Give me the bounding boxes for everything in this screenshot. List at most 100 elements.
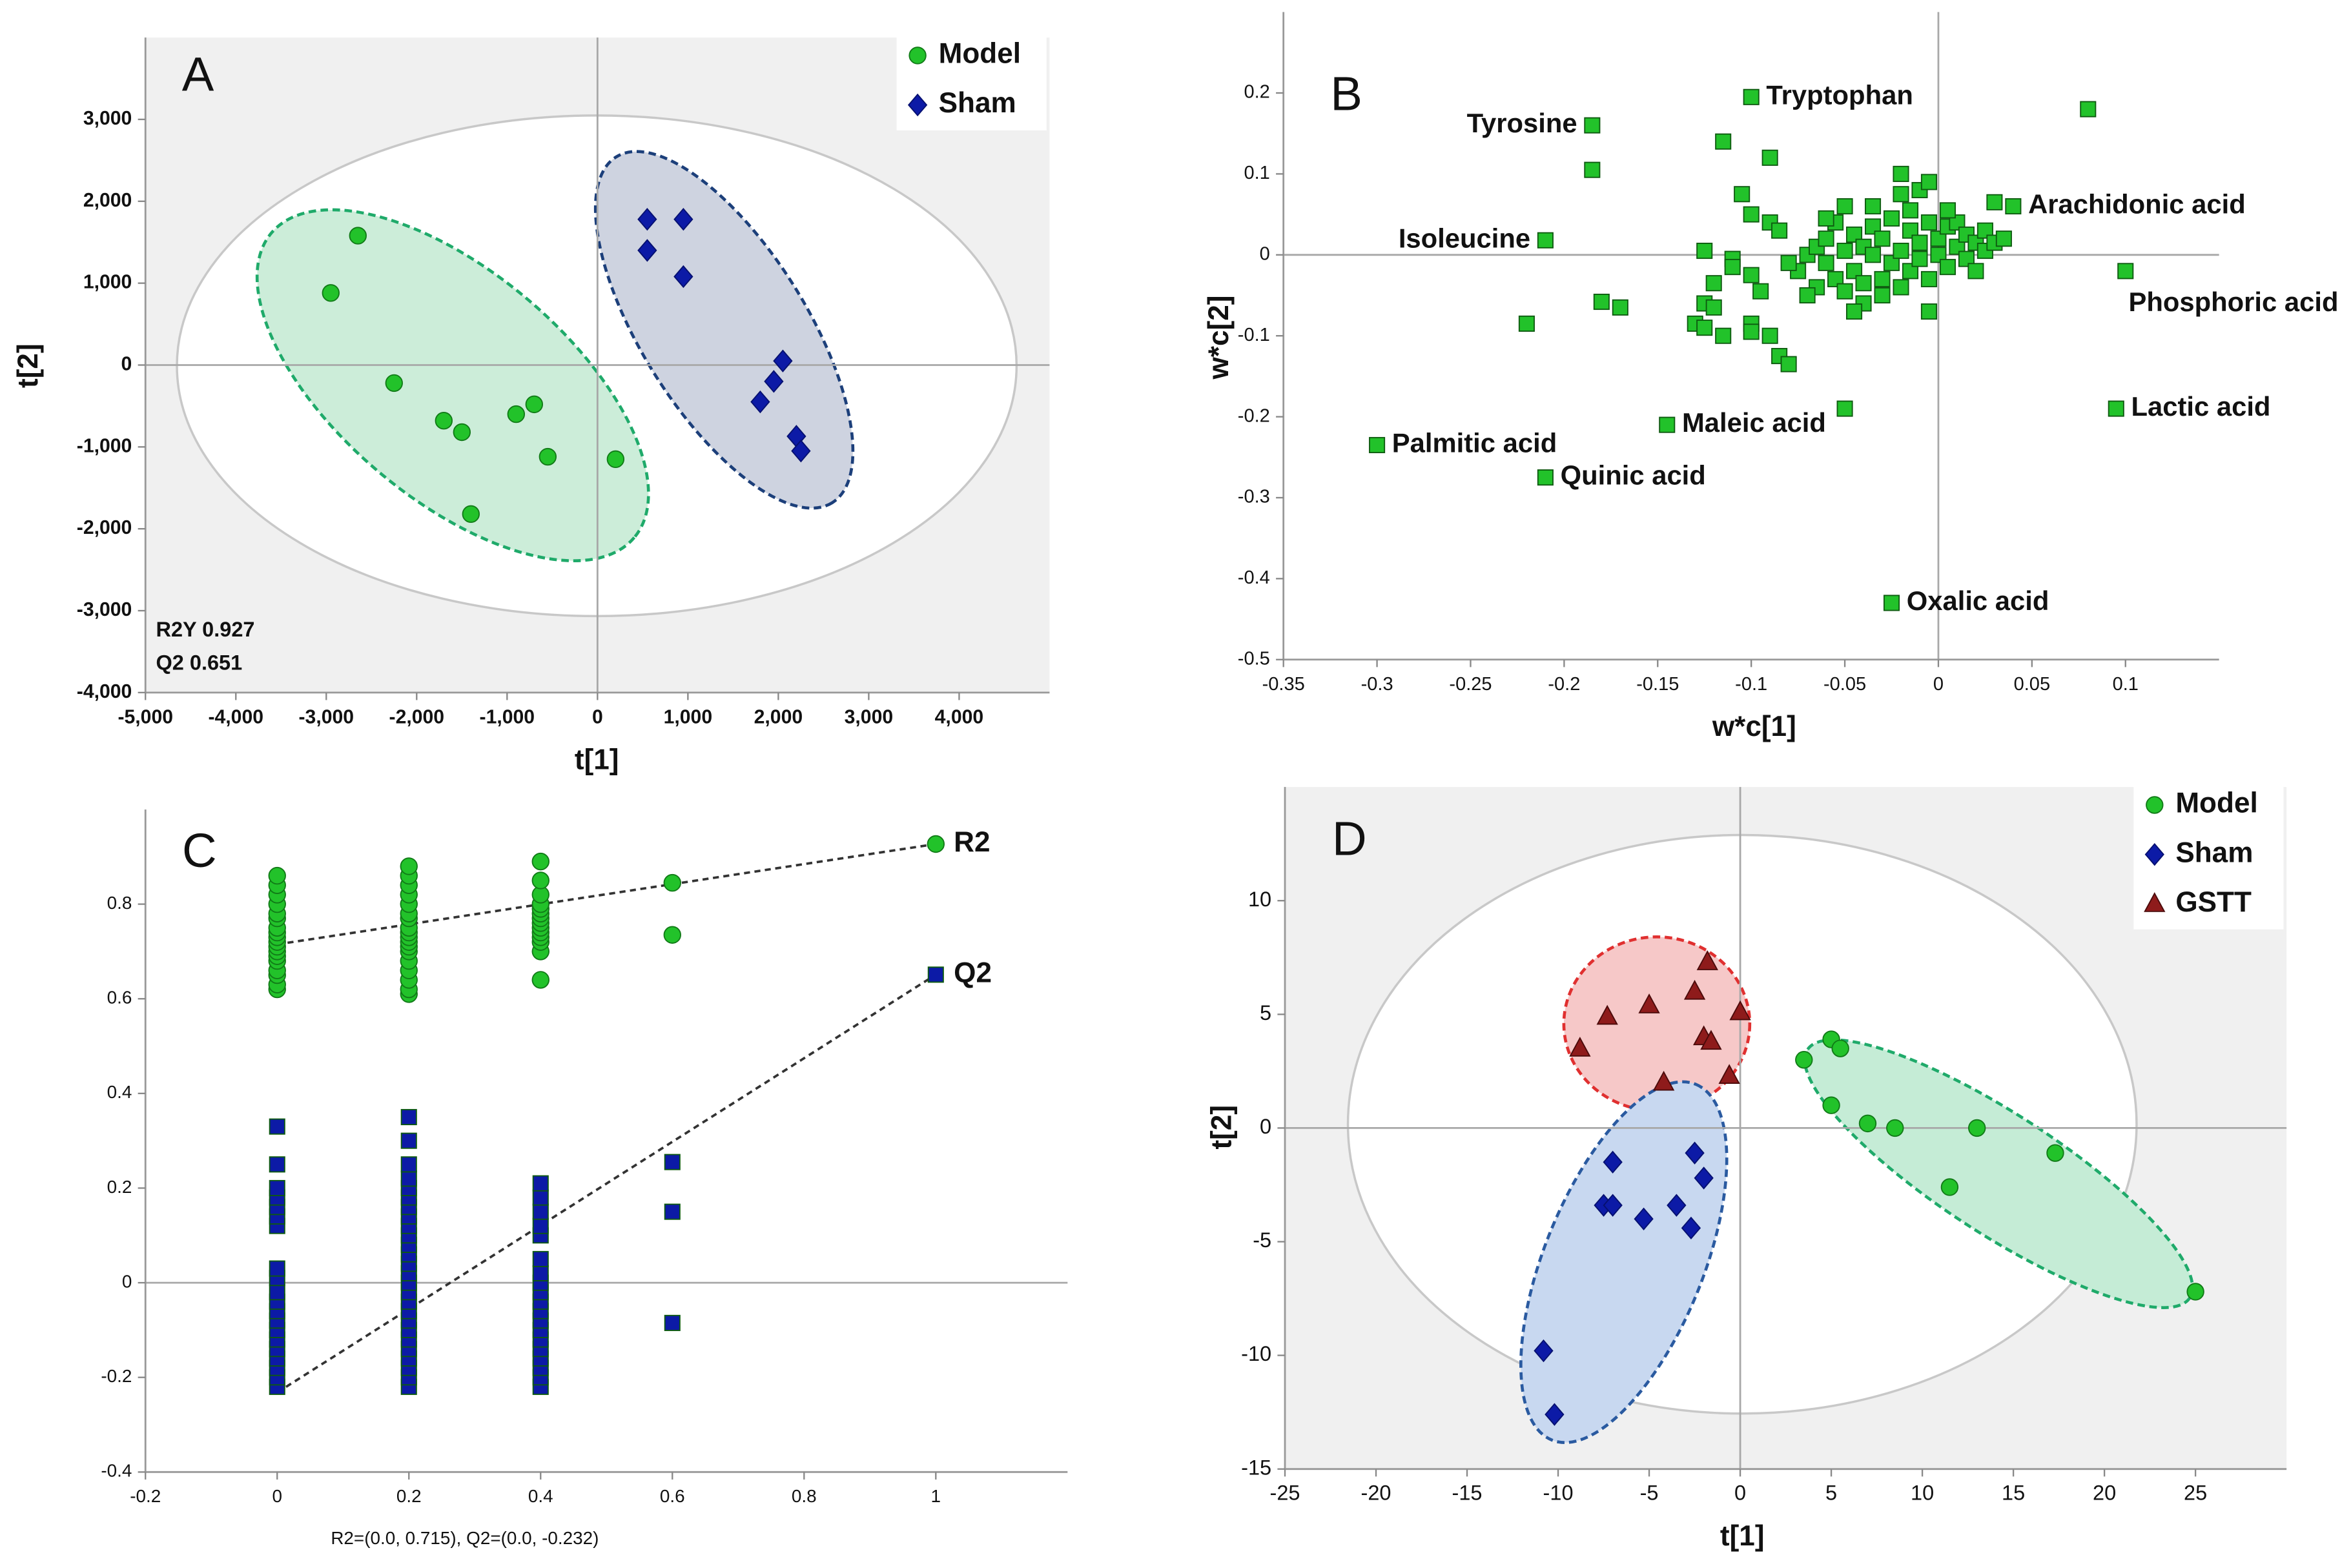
point [1939,202,1956,219]
point [1858,1114,1877,1133]
point-label: Isoleucine [1399,223,1530,253]
y-tick-label: -0.4 [1238,567,1270,588]
point [1369,436,1386,454]
point [1705,275,1722,292]
point [269,1260,285,1277]
x-tick-label: -25 [1270,1481,1300,1505]
y-tick-label: -0.1 [1238,325,1270,345]
x-tick-label: 3,000 [845,706,894,728]
point [532,1175,549,1192]
x-tick-label: 1,000 [664,706,713,728]
x-axis-title: t[1] [575,744,619,775]
point [1652,1070,1675,1091]
point [2117,263,2134,280]
point [1836,400,1853,417]
point [1939,259,1956,276]
point-label: Tyrosine [1467,108,1577,138]
x-tick-label: 5 [1825,1481,1837,1505]
x-tick-label: -5,000 [118,706,173,728]
point [1893,165,1909,182]
point [1696,950,1718,970]
point [400,1108,417,1126]
point-label: Quinic acid [1561,460,1706,491]
point [1729,1000,1751,1021]
legend-label: Model [2175,788,2257,819]
point [1940,1178,1959,1196]
point [532,1189,549,1206]
panel-letter: C [182,824,217,877]
annotation: R2Y 0.927 [156,618,254,641]
point [1949,238,1966,255]
point [1846,303,1863,320]
point [1958,250,1975,267]
y-tick-label: -1,000 [77,435,132,456]
x-tick-label: 20 [2093,1481,2116,1505]
x-tick-label: -15 [1452,1481,1483,1505]
point [532,1203,549,1220]
y-tick-label: 3,000 [83,108,132,129]
point-label: Tryptophan [1766,79,1913,110]
point [1593,293,1610,311]
point [1743,323,1760,340]
x-tick-label: 0 [1933,674,1944,695]
model-group-ellipse [255,208,650,562]
point [525,395,544,414]
y-axis-title: t[2] [12,343,44,388]
point [1603,1150,1623,1174]
point [2186,1283,2204,1301]
point [1883,595,1900,611]
y-tick-label: 0.6 [107,988,132,1008]
point [2080,101,2097,117]
point [539,447,557,466]
point [1761,149,1778,166]
x-tick-label: -0.15 [1636,674,1679,695]
legend-marker [2144,842,2164,866]
point [1685,1141,1705,1165]
x-tick-label: -0.25 [1449,674,1492,695]
y-axis-title: t[2] [1206,1105,1237,1150]
x-tick-label: 0.6 [660,1486,685,1506]
text-layer: A t[1] t[2] R2Y 0.927 Q2 0.651 B w*c[1] … [12,38,2338,1553]
point [1902,202,1919,219]
point [1911,234,1928,251]
point [453,423,471,442]
point [1874,287,1891,304]
y-tick-label: -4,000 [77,681,132,702]
point [1865,198,1882,215]
point [400,1132,417,1149]
point [927,835,945,853]
x-tick-label: 0.2 [396,1486,422,1506]
y-tick-label: -0.3 [1238,487,1270,507]
point [1752,283,1769,300]
point [1911,250,1928,267]
x-tick-label: 0.8 [792,1486,817,1506]
x-tick-label: -4,000 [208,706,263,728]
point [927,966,944,983]
point [1780,254,1797,271]
point [531,971,549,989]
point [1700,1030,1722,1050]
point [1893,279,1909,296]
point [1883,210,1900,227]
x-tick-label: 1 [931,1486,941,1506]
y-tick-label: 0.2 [1244,82,1269,103]
x-tick-label: 0.05 [2014,674,2050,695]
point [385,374,403,392]
point [1893,243,1909,260]
y-tick-label: 0 [121,353,132,374]
point [663,926,681,944]
point [673,265,693,289]
point-label: Maleic acid [1682,407,1826,438]
point [764,370,784,393]
x-tick-label: 0 [592,706,603,728]
point [1603,1194,1623,1217]
point [269,1118,285,1135]
point [1930,247,1947,263]
point [1986,194,2003,210]
y-tick-label: 0.8 [107,893,132,913]
point [1967,263,1984,280]
legend-label: Sham [939,87,1016,119]
point [1799,287,1816,304]
x-tick-label: 0.4 [528,1486,553,1506]
point [673,208,693,231]
